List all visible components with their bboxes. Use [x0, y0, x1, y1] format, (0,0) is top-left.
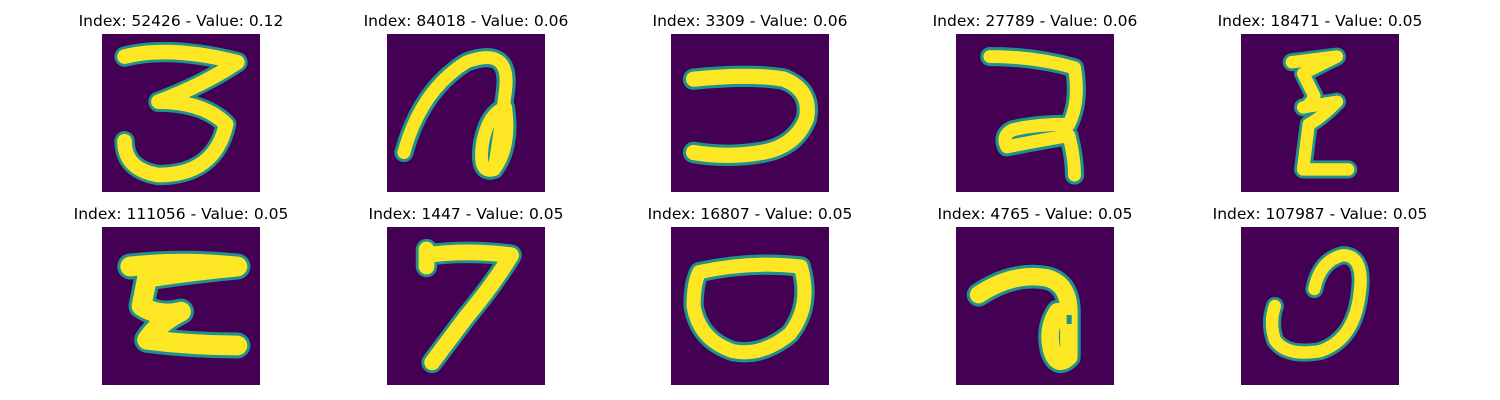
digit-image	[1241, 227, 1399, 385]
digit-image	[102, 227, 260, 385]
digit-image	[956, 227, 1114, 385]
panel-title: Index: 111056 - Value: 0.05	[73, 205, 289, 223]
digit-image	[387, 34, 545, 192]
digit-image	[956, 34, 1114, 192]
panel-title: Index: 107987 - Value: 0.05	[1212, 205, 1428, 223]
panel-title: Index: 18471 - Value: 0.05	[1217, 12, 1423, 30]
panel-title: Index: 4765 - Value: 0.05	[937, 205, 1133, 223]
panel-title: Index: 52426 - Value: 0.12	[78, 12, 284, 30]
digit-image	[671, 34, 829, 192]
panel-title: Index: 1447 - Value: 0.05	[368, 205, 564, 223]
panel-title: Index: 3309 - Value: 0.06	[652, 12, 848, 30]
digit-image	[102, 34, 260, 192]
panel-title: Index: 84018 - Value: 0.06	[363, 12, 569, 30]
digit-image	[1241, 34, 1399, 192]
digit-image	[387, 227, 545, 385]
digit-image	[671, 227, 829, 385]
panel-title: Index: 27789 - Value: 0.06	[932, 12, 1138, 30]
panel-title: Index: 16807 - Value: 0.05	[647, 205, 853, 223]
